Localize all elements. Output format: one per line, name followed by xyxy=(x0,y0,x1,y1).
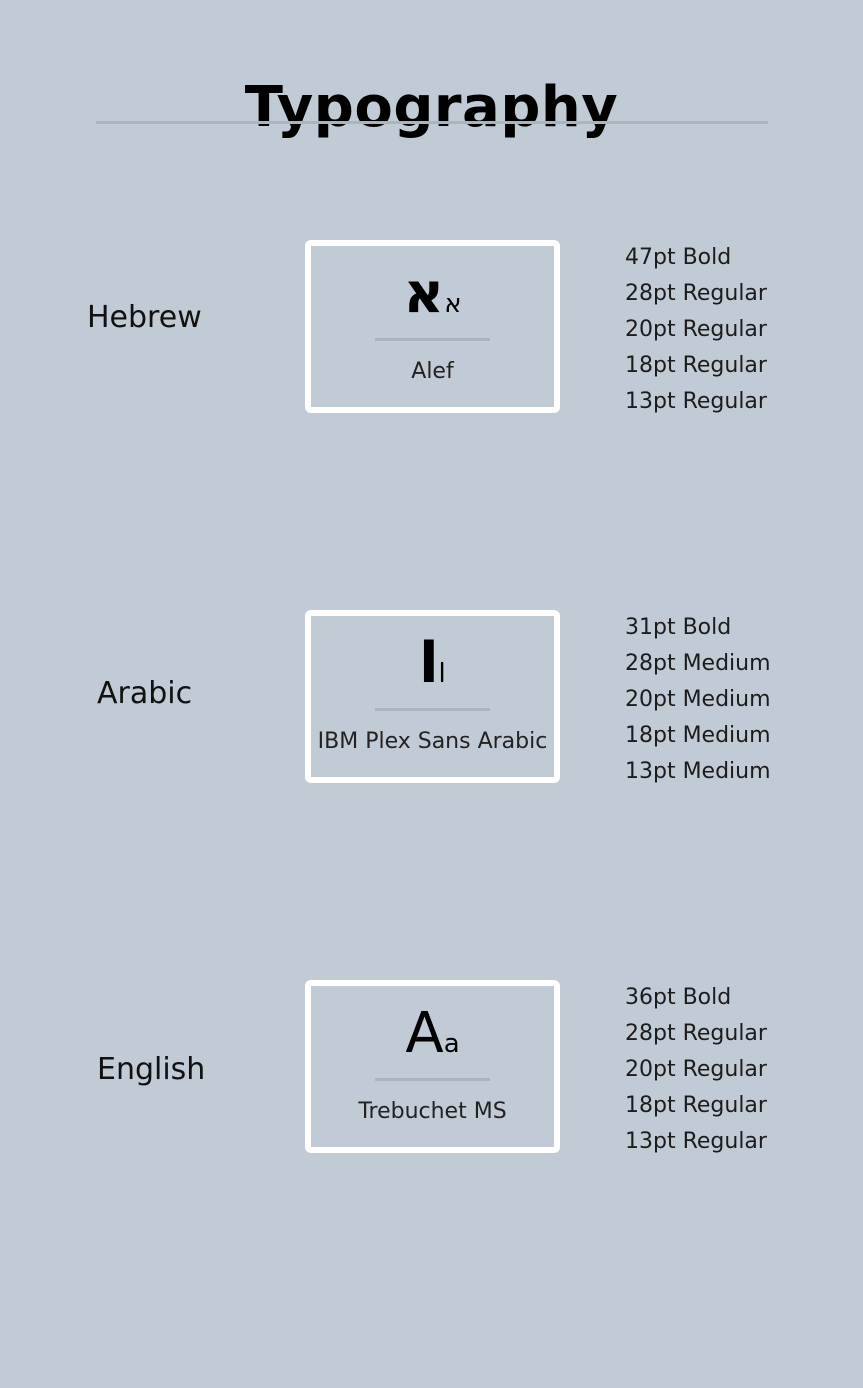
language-label-english: English xyxy=(97,1052,206,1087)
glyph-small: ا xyxy=(438,659,446,689)
glyph-small: a xyxy=(443,1029,460,1059)
card-divider xyxy=(375,1078,490,1081)
size-spec: 18pt Regular xyxy=(625,353,767,378)
size-list-english: 36pt Bold 28pt Regular 20pt Regular 18pt… xyxy=(625,980,767,1160)
size-spec: 47pt Bold xyxy=(625,245,732,270)
font-name-english: Trebuchet MS xyxy=(358,1099,507,1124)
size-list-arabic: 31pt Bold 28pt Medium 20pt Medium 18pt M… xyxy=(625,610,771,790)
title-divider xyxy=(96,121,768,124)
font-card-hebrew: אא Alef xyxy=(305,240,560,413)
size-spec: 28pt Medium xyxy=(625,651,771,676)
size-spec: 13pt Medium xyxy=(625,759,771,784)
size-list-hebrew: 47pt Bold 28pt Regular 20pt Regular 18pt… xyxy=(625,240,767,420)
card-divider xyxy=(375,338,490,341)
size-spec: 28pt Regular xyxy=(625,1021,767,1046)
glyph-sample-english: Aa xyxy=(311,994,554,1074)
size-spec: 13pt Regular xyxy=(625,389,767,414)
size-spec: 13pt Regular xyxy=(625,1129,767,1154)
size-spec: 18pt Medium xyxy=(625,723,771,748)
language-label-hebrew: Hebrew xyxy=(87,300,202,335)
section-english: English Aa Trebuchet MS 36pt Bold 28pt R… xyxy=(0,980,863,1155)
page-title: Typography xyxy=(244,74,619,140)
section-arabic: Arabic اا IBM Plex Sans Arabic 31pt Bold… xyxy=(0,610,863,785)
glyph-large: א xyxy=(403,261,445,326)
font-name-arabic: IBM Plex Sans Arabic xyxy=(317,729,548,754)
size-spec: 20pt Regular xyxy=(625,317,767,342)
size-spec: 31pt Bold xyxy=(625,615,732,640)
font-card-english: Aa Trebuchet MS xyxy=(305,980,560,1153)
glyph-sample-arabic: اا xyxy=(311,624,554,704)
glyph-large: A xyxy=(405,1001,444,1066)
size-spec: 28pt Regular xyxy=(625,281,767,306)
glyph-small: א xyxy=(444,289,462,319)
font-card-arabic: اا IBM Plex Sans Arabic xyxy=(305,610,560,783)
size-spec: 20pt Regular xyxy=(625,1057,767,1082)
glyph-sample-hebrew: אא xyxy=(311,254,554,334)
size-spec: 20pt Medium xyxy=(625,687,771,712)
card-divider xyxy=(375,708,490,711)
glyph-large: ا xyxy=(419,631,439,696)
size-spec: 36pt Bold xyxy=(625,985,732,1010)
language-label-arabic: Arabic xyxy=(97,676,193,711)
font-name-hebrew: Alef xyxy=(411,359,454,384)
size-spec: 18pt Regular xyxy=(625,1093,767,1118)
section-hebrew: Hebrew אא Alef 47pt Bold 28pt Regular 20… xyxy=(0,240,863,415)
